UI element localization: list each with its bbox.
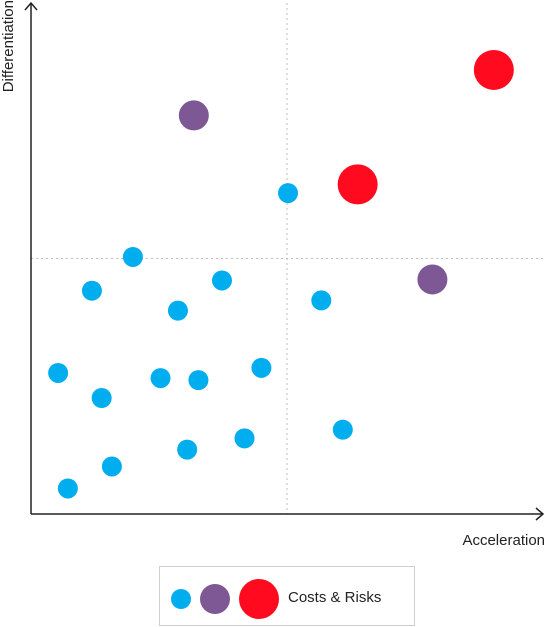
data-point-small bbox=[167, 300, 188, 321]
axes bbox=[24, 1, 545, 521]
legend-label: Costs & Risks bbox=[288, 589, 382, 606]
data-point-small bbox=[234, 428, 255, 449]
y-axis-arrow-icon bbox=[24, 1, 38, 11]
data-point-small bbox=[122, 246, 143, 267]
data-point-large bbox=[337, 164, 378, 205]
data-point-small bbox=[91, 388, 112, 409]
data-point-small bbox=[278, 183, 299, 204]
legend-large-dot-icon bbox=[239, 579, 279, 619]
data-points bbox=[48, 49, 514, 499]
x-axis-label: Acceleration bbox=[462, 532, 545, 549]
data-point-small bbox=[150, 368, 171, 389]
data-point-small bbox=[211, 270, 232, 291]
data-point-small bbox=[57, 478, 78, 499]
data-point-small bbox=[48, 362, 69, 383]
data-point-medium bbox=[417, 264, 448, 295]
y-axis-label: Differentiation bbox=[0, 0, 17, 92]
data-point-medium bbox=[178, 100, 209, 131]
data-point-large bbox=[473, 49, 514, 90]
data-point-small bbox=[332, 419, 353, 440]
data-point-small bbox=[251, 357, 272, 378]
legend-small-dot-icon bbox=[171, 589, 191, 609]
x-axis-arrow-icon bbox=[535, 507, 545, 521]
quadrant-dividers bbox=[31, 3, 543, 514]
legend-medium-dot-icon bbox=[200, 584, 230, 614]
data-point-small bbox=[311, 290, 332, 311]
data-point-small bbox=[81, 280, 102, 301]
data-point-small bbox=[188, 370, 209, 391]
data-point-small bbox=[101, 456, 122, 477]
chart: Acceleration Differentiation bbox=[0, 0, 545, 549]
legend: Costs & Risks bbox=[159, 566, 415, 626]
data-point-small bbox=[177, 439, 198, 460]
